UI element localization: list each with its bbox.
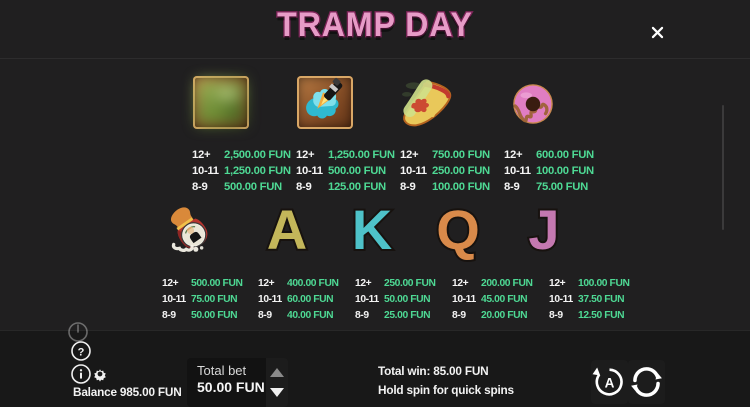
svg-text:A: A [605,375,615,390]
svg-text:?: ? [78,347,85,359]
